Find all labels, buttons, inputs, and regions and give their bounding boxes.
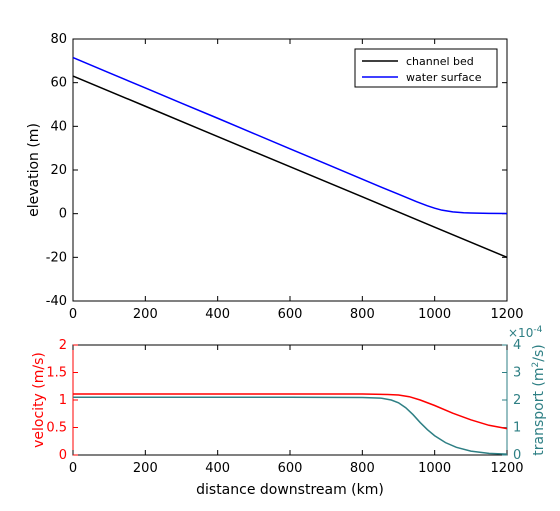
bottom-left-axis-label: velocity (m/s) (31, 352, 47, 448)
bottom-series-group (73, 393, 508, 455)
legend-box (354, 48, 498, 88)
right-label-sup: 2 (531, 362, 541, 368)
bottom-left-tick-label: 1.5 (46, 366, 67, 381)
top-y-tick-label: 20 (50, 163, 67, 178)
bottom-right-tick-label: 2 (513, 393, 521, 408)
top-x-tick-label: 1200 (490, 307, 523, 322)
bottom-plot-area (72, 344, 508, 456)
bottom-left-tick-label: 2 (59, 338, 67, 353)
top-plot: 0 200 400 600 800 1000 1200 -40 -20 0 20 40 60 80 ele… (26, 32, 524, 322)
bottom-right-tick-label: 1 (513, 421, 521, 436)
bottom-x-tick-label: 1000 (418, 461, 451, 476)
top-x-tick-label: 800 (350, 307, 375, 322)
velocity-line (73, 393, 508, 430)
top-x-tick-label: 1000 (418, 307, 451, 322)
bottom-left-tick-label: 0.5 (46, 421, 67, 436)
legend-label-channel-bed: channel bed (406, 55, 474, 68)
legend-label-water-surface: water surface (406, 71, 482, 84)
top-x-tick-label: 200 (133, 307, 158, 322)
bottom-x-tick-label: 400 (205, 461, 230, 476)
top-x-tick-label: 0 (69, 307, 77, 322)
right-label-end: /s) (531, 344, 547, 361)
bottom-x-tick-label: 0 (69, 461, 77, 476)
transport-line (73, 396, 508, 455)
bottom-x-tick-label: 200 (133, 461, 158, 476)
bottom-right-tick-label: 4 (513, 338, 521, 353)
right-axis-multiplier: ×10-4 (508, 325, 543, 340)
bottom-right-tick-label: 0 (513, 448, 521, 463)
right-label-main: transport (m (531, 367, 547, 455)
top-y-tick-label: 40 (50, 119, 67, 134)
top-y-tick-label: 60 (50, 76, 67, 91)
top-y-tick-label: -20 (46, 250, 67, 265)
bottom-x-axis-label: distance downstream (km) (196, 482, 384, 498)
top-y-tick-label: 0 (59, 207, 67, 222)
top-series-group (72, 56, 508, 259)
bottom-x-tick-label: 800 (350, 461, 375, 476)
top-x-tick-label: 400 (205, 307, 230, 322)
legend: channel bed water surface (354, 48, 498, 88)
top-y-axis-label: elevation (m) (26, 123, 42, 217)
bottom-x-tick-label: 600 (278, 461, 303, 476)
multiplier-base: ×10 (508, 326, 533, 340)
top-y-tick-label: 80 (50, 32, 67, 47)
series-line-water-surface (72, 56, 508, 215)
top-x-tick-label: 600 (278, 307, 303, 322)
bottom-left-tick-label: 1 (59, 393, 67, 408)
top-tick-group: 0 200 400 600 800 1000 1200 -40 -20 0 20 40 60 80 (46, 32, 524, 322)
bottom-left-tick-label: 0 (59, 448, 67, 463)
multiplier-exponent: -4 (533, 325, 542, 335)
bottom-right-tick-label: 3 (513, 366, 521, 381)
top-y-tick-label: -40 (46, 294, 67, 309)
bottom-right-axis-label: transport (m2/s) (531, 344, 547, 455)
series-line-channel-bed (72, 75, 508, 259)
bottom-x-tick-label: 1200 (490, 461, 523, 476)
